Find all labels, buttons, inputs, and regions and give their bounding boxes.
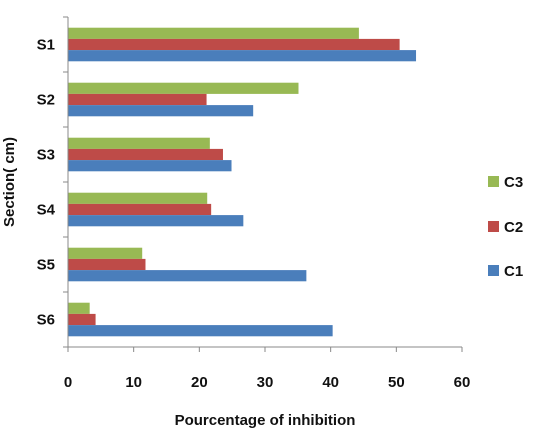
bar-s6-c1: [68, 325, 333, 337]
x-tick-label: 0: [64, 374, 72, 391]
x-axis-ticks: 0 10 20 30 40 50 60: [64, 347, 471, 391]
category-label: S2: [37, 92, 55, 109]
legend-label-c2: C2: [504, 219, 523, 236]
bar-s6-c2: [68, 313, 96, 326]
legend-label-c3: C3: [504, 174, 523, 191]
bar-s6-c3: [68, 302, 90, 314]
legend-swatch-c3: [488, 176, 499, 187]
x-axis-title: Pourcentage of inhibition: [175, 412, 356, 429]
legend-swatch-c2: [488, 221, 499, 232]
x-tick-label: 20: [191, 374, 208, 391]
bar-s3-c3: [68, 137, 210, 149]
category-label: S3: [37, 147, 55, 164]
x-tick-label: 10: [125, 374, 142, 391]
bar-s5-c2: [68, 258, 146, 271]
y-axis-title: Section( cm): [1, 137, 18, 227]
category-label: S5: [37, 257, 55, 274]
bar-s1-c3: [68, 27, 359, 39]
bar-s5-c1: [68, 270, 307, 282]
y-axis-ticks: [63, 16, 68, 348]
legend: C3 C2 C1: [488, 174, 523, 280]
bar-s4-c2: [68, 203, 212, 216]
legend-label-c1: C1: [504, 263, 523, 280]
bar-s4-c3: [68, 192, 208, 204]
category-label: S6: [37, 312, 55, 329]
x-tick-label: 50: [388, 374, 405, 391]
x-tick-label: 30: [257, 374, 274, 391]
category-label: S1: [37, 37, 55, 54]
legend-swatch-c1: [488, 265, 499, 276]
bar-s1-c2: [68, 38, 400, 51]
bar-s1-c1: [68, 50, 417, 62]
bar-s5-c3: [68, 247, 143, 259]
x-tick-label: 60: [454, 374, 471, 391]
bar-s2-c2: [68, 93, 207, 106]
bar-s2-c3: [68, 82, 299, 94]
bar-s4-c1: [68, 215, 244, 227]
category-labels: S1 S2 S3 S4 S5 S6: [37, 37, 56, 329]
bar-s3-c2: [68, 148, 223, 161]
category-label: S4: [37, 202, 56, 219]
bar-s3-c1: [68, 160, 232, 172]
bars-group: [68, 27, 417, 337]
x-tick-label: 40: [322, 374, 339, 391]
bar-s2-c1: [68, 105, 254, 117]
